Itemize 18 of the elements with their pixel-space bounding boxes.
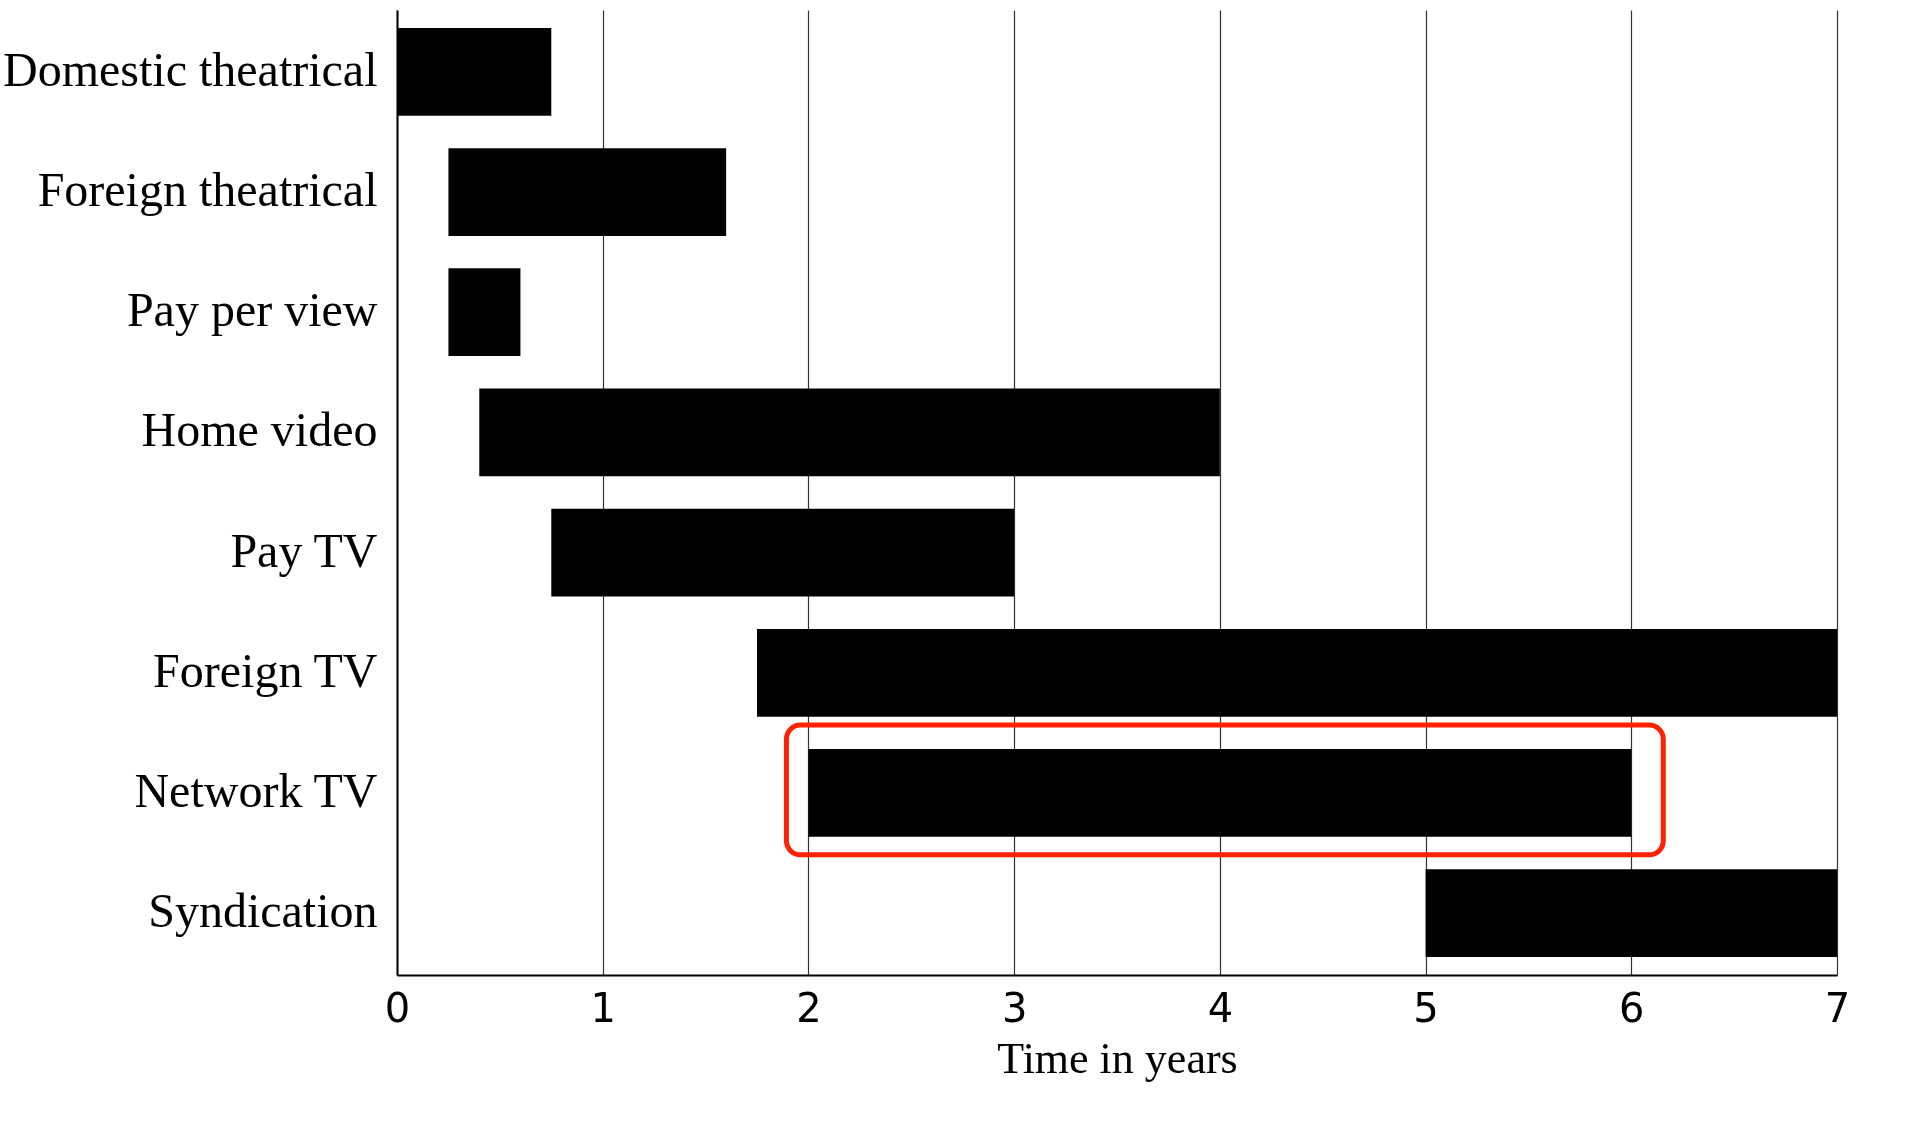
bar [448,268,521,357]
y-tick-label: Home video [141,403,378,457]
x-tick-label: 0 [384,984,411,1031]
x-tick-label: 3 [1001,984,1028,1031]
x-tick-label: 1 [590,984,616,1031]
x-tick-label: 2 [796,984,822,1031]
x-tick-label: 7 [1824,984,1851,1031]
x-axis-title: Time in years [997,1033,1238,1083]
x-tick-label: 6 [1619,984,1645,1031]
x-tick-label: 4 [1207,984,1234,1031]
y-tick-label: Domestic theatrical [2,42,378,96]
y-tick-label: Syndication [148,884,378,938]
y-tick-label: Pay TV [230,523,378,577]
y-tick-label: Foreign theatrical [37,163,378,217]
y-tick-label: Pay per view [126,283,378,337]
x-tick-label: 5 [1413,984,1439,1031]
y-tick-label: Network TV [134,763,378,817]
y-tick-label: Foreign TV [153,643,378,697]
